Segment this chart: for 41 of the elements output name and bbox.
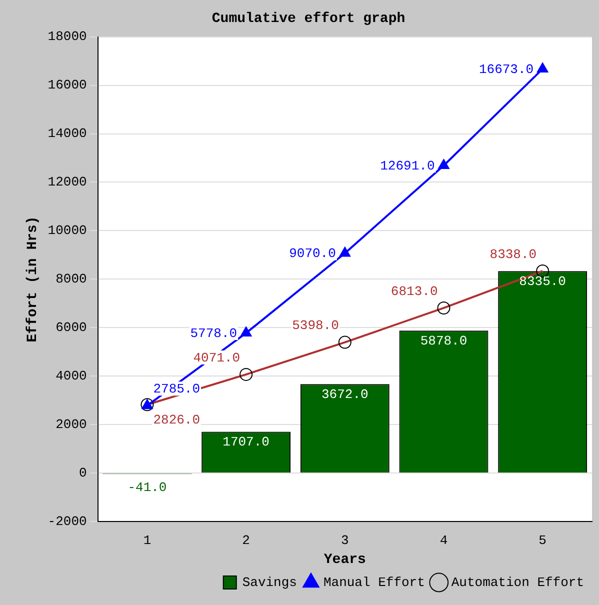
x-tick-label: 2	[242, 532, 250, 548]
x-axis-title: Years	[324, 552, 366, 568]
data-label: 8338.0	[490, 246, 537, 262]
y-tick-label: -2000	[48, 514, 87, 530]
data-label: 5778.0	[190, 326, 238, 341]
data-label: 3672.0	[321, 387, 368, 402]
y-tick-label: 18000	[48, 29, 87, 44]
y-tick-label: 14000	[48, 126, 87, 142]
legend-label: Savings	[242, 574, 297, 590]
point	[240, 326, 252, 337]
y-tick-label: 4000	[56, 368, 87, 384]
x-tick-label: 3	[340, 532, 349, 548]
data-label: 5878.0	[420, 334, 468, 349]
x-tick-label: 1	[143, 532, 152, 548]
point	[438, 158, 450, 169]
y-tick-label: 12000	[48, 174, 87, 190]
y-tick-label: 10000	[48, 223, 87, 238]
data-label: 8335.0	[519, 274, 566, 290]
x-tick-label: 5	[538, 532, 546, 548]
chart-title: Cumulative effort graph	[212, 10, 406, 27]
data-label: 5398.0	[292, 318, 339, 334]
x-tick-label: 4	[440, 532, 448, 548]
legend-label: Automation Effort	[451, 574, 584, 590]
y-tick-label: 8000	[56, 272, 87, 287]
y-tick-label: 0	[78, 466, 87, 481]
data-label: 9070.0	[289, 246, 336, 262]
point	[339, 246, 351, 257]
data-label: 16673.0	[478, 62, 534, 77]
data-label: 2826.0	[153, 412, 200, 428]
data-label: -41.0	[128, 480, 167, 496]
data-label: 6813.0	[390, 284, 438, 299]
legend-label: Manual Effort	[323, 574, 425, 590]
y-tick-label: 2000	[56, 417, 87, 432]
data-label: 4071.0	[193, 350, 240, 366]
data-label: 12691.0	[380, 158, 435, 174]
y-tick-label: 6000	[56, 320, 87, 336]
y-tick-label: 16000	[48, 78, 87, 93]
data-label: 1707.0	[222, 434, 270, 450]
data-label: 2785.0	[153, 382, 200, 397]
y-axis-title: Effort (in Hrs)	[24, 216, 41, 342]
point	[536, 62, 548, 72]
